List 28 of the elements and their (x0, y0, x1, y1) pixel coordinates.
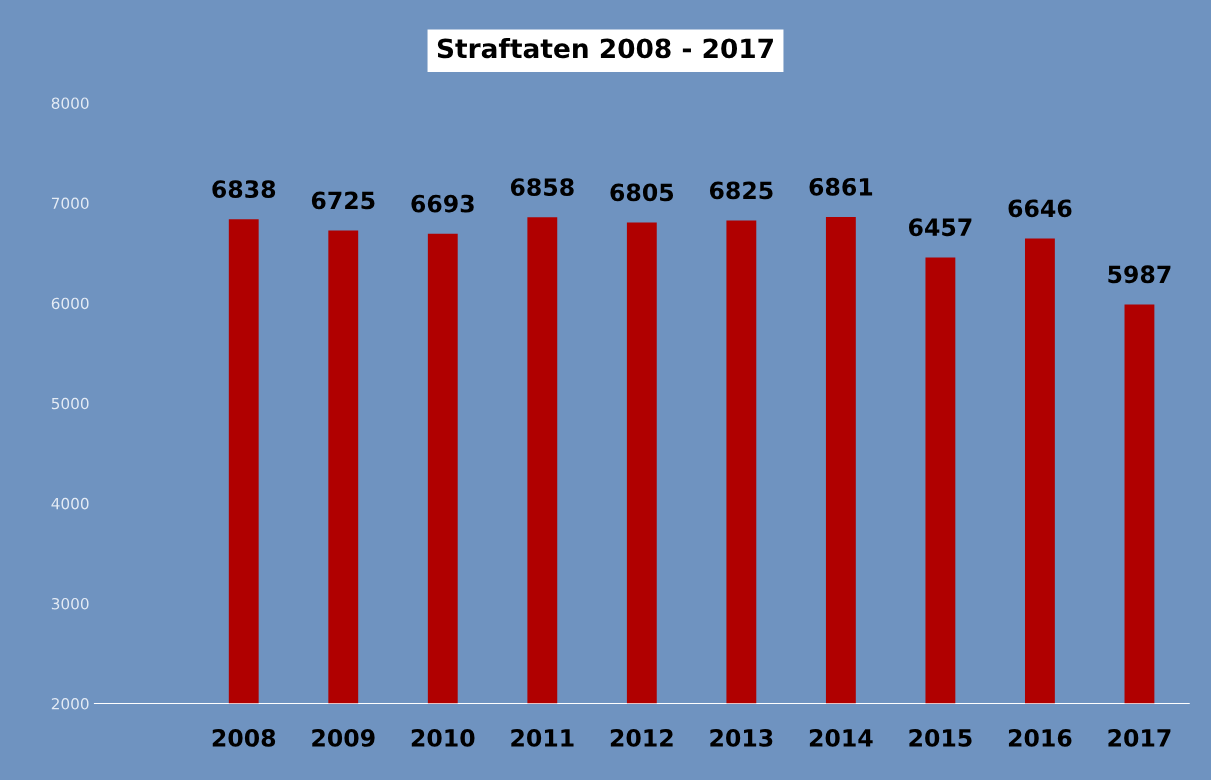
data-label: 6725 (311, 191, 375, 210)
y-tick-label: 6000 (51, 297, 89, 310)
x-tick-label: 2009 (312, 728, 375, 747)
x-tick-label: 2010 (411, 728, 475, 747)
y-tick-label: 5000 (51, 397, 89, 410)
data-label: 6825 (709, 181, 773, 200)
data-label: 6646 (1008, 199, 1072, 218)
x-tick-label: 2014 (809, 728, 873, 747)
data-label: 6861 (809, 177, 873, 196)
y-tick-label: 3000 (51, 597, 89, 610)
x-tick-label: 2016 (1008, 728, 1072, 747)
data-label: 6457 (909, 218, 972, 237)
data-label: 6858 (510, 178, 574, 197)
chart-title: Straftaten 2008 - 2017 (437, 37, 773, 59)
y-tick-label: 2000 (51, 698, 89, 710)
x-tick-label: 2012 (610, 728, 673, 747)
data-label: 6805 (610, 183, 674, 202)
x-tick-label: 2013 (710, 728, 773, 747)
x-tick-label: 2017 (1108, 728, 1171, 747)
x-tick-label: 2008 (212, 728, 276, 747)
y-tick-label: 7000 (51, 197, 89, 210)
data-label: 6693 (411, 194, 474, 213)
y-tick-label: 8000 (51, 97, 89, 109)
data-label: 5987 (1108, 265, 1171, 284)
data-label: 6838 (212, 180, 276, 199)
x-tick-label: 2015 (909, 728, 972, 747)
x-tick-label: 2011 (511, 728, 574, 747)
y-tick-label: 4000 (51, 497, 89, 510)
